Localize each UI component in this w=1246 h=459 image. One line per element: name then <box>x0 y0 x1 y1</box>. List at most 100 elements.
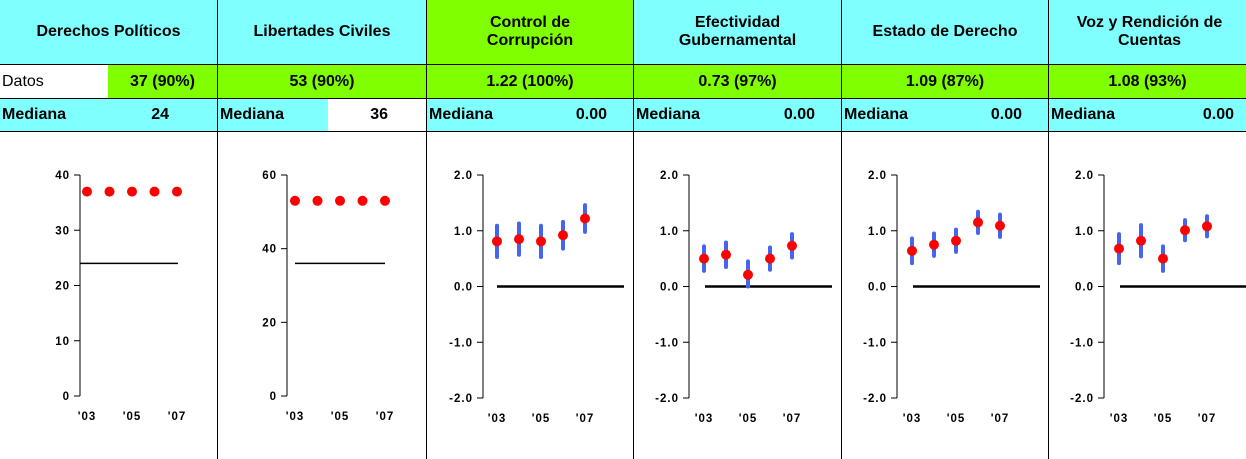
data-value-text: 37 (90%) <box>130 72 195 90</box>
data-point <box>558 230 568 241</box>
y-tick-label: 1.0 <box>1075 226 1094 238</box>
column-divider <box>841 0 842 459</box>
data-point <box>1202 221 1212 232</box>
data-point <box>380 195 390 206</box>
y-tick-label: 10 <box>55 336 70 348</box>
data-label-text: Datos <box>2 72 44 90</box>
x-tick-label: '03 <box>286 411 305 423</box>
panel-title-control-corrupcion: Control de Corrupción <box>427 0 633 64</box>
data-point <box>357 195 368 206</box>
x-tick-label: '07 <box>168 411 187 423</box>
column-divider <box>426 0 427 459</box>
y-tick-label: 20 <box>55 281 70 293</box>
median-row-derechos-politicos: Mediana 24 <box>0 99 217 131</box>
data-point <box>514 234 524 245</box>
data-point <box>907 245 917 256</box>
median-label: Mediana <box>220 106 285 123</box>
data-value-libertades-civiles: 53 (90%) <box>218 65 426 98</box>
panel-title-libertades-civiles: Libertades Civiles <box>218 0 426 64</box>
panel-title-estado-de-derecho: Estado de Derecho <box>842 0 1048 64</box>
x-tick-label: '07 <box>991 413 1010 425</box>
row-divider <box>0 64 1246 65</box>
data-point <box>312 195 323 206</box>
data-value-text: 1.09 (87%) <box>905 72 985 90</box>
data-value-text: 1.08 (93%) <box>1108 72 1187 90</box>
x-tick-label: '03 <box>78 411 97 423</box>
y-tick-label: 20 <box>262 317 277 329</box>
y-tick-label: 2.0 <box>868 170 887 182</box>
median-label: Mediana <box>1051 106 1116 123</box>
data-point <box>290 195 300 206</box>
x-tick-label: '05 <box>947 413 966 425</box>
y-tick-label: 1.0 <box>868 226 887 238</box>
x-tick-label: '07 <box>783 413 802 425</box>
y-tick-label: 2.0 <box>660 170 679 182</box>
data-point <box>721 249 731 260</box>
data-point <box>104 186 115 197</box>
median-row-control-corrupcion: Mediana 0.00 <box>427 99 633 131</box>
chart-derechos-politicos: 0 10 20 30 40 '03 '05 '07 <box>55 170 187 423</box>
data-point <box>127 186 137 197</box>
y-tick-label: 2.0 <box>454 170 473 182</box>
x-tick-label: '03 <box>488 413 507 425</box>
data-value-estado-de-derecho: 1.09 (87%) <box>842 65 1048 98</box>
median-row-voz-rendicion: Mediana 0.00 <box>1049 99 1246 131</box>
data-point <box>743 269 753 280</box>
data-point <box>787 240 797 251</box>
y-tick-label: -1.0 <box>863 337 887 349</box>
x-tick-label: '03 <box>903 413 922 425</box>
y-tick-label: 30 <box>55 225 70 237</box>
y-tick-label: 0.0 <box>868 282 887 294</box>
data-point <box>973 217 983 228</box>
row-divider <box>0 98 1246 99</box>
y-tick-label: -2.0 <box>863 393 887 405</box>
data-value-text: 1.22 (100%) <box>486 72 574 90</box>
y-tick-label: 1.0 <box>454 226 473 238</box>
data-point <box>1114 243 1124 254</box>
data-point <box>536 236 546 247</box>
y-tick-label: 0 <box>270 391 277 403</box>
data-value-derechos-politicos: 37 (90%) <box>108 65 217 98</box>
x-tick-label: '03 <box>1110 413 1129 425</box>
data-value-text: 53 (90%) <box>289 72 355 90</box>
column-divider <box>217 0 218 459</box>
y-tick-label: 0.0 <box>1075 282 1094 294</box>
y-tick-label: 0.0 <box>660 282 679 294</box>
panel-title-text: Voz y Rendición de Cuentas <box>1076 14 1223 49</box>
x-tick-label: '05 <box>123 411 142 423</box>
y-tick-label: 1.0 <box>660 226 679 238</box>
data-point <box>699 253 709 264</box>
data-point <box>765 253 775 264</box>
median-row-efectividad-gubernamental: Mediana 0.00 <box>634 99 841 131</box>
y-tick-label: -2.0 <box>449 393 473 405</box>
y-tick-label: -1.0 <box>655 337 679 349</box>
y-tick-label: -2.0 <box>1070 393 1094 405</box>
panel-title-text: Control de Corrupción <box>486 14 574 49</box>
y-tick-label: 40 <box>55 170 70 182</box>
median-value: 0.00 <box>1202 106 1234 123</box>
panel-title-text: Estado de Derecho <box>872 23 1018 40</box>
x-tick-label: '07 <box>1198 413 1217 425</box>
y-tick-label: 0.0 <box>454 282 473 294</box>
y-tick-label: 40 <box>262 244 277 256</box>
x-tick-label: '05 <box>532 413 551 425</box>
data-point <box>1136 235 1146 246</box>
y-tick-label: 60 <box>262 170 277 182</box>
column-divider <box>1048 0 1049 459</box>
y-tick-label: 0 <box>63 391 70 403</box>
data-point <box>995 220 1005 231</box>
x-tick-label: '05 <box>331 411 350 423</box>
median-label: Mediana <box>429 106 494 123</box>
data-value-control-corrupcion: 1.22 (100%) <box>427 65 633 98</box>
x-tick-label: '07 <box>376 411 395 423</box>
chart-libertades-civiles: 0 20 40 60 '03 '05 '07 <box>262 170 395 423</box>
x-tick-label: '05 <box>1154 413 1173 425</box>
median-value: 24 <box>151 106 169 123</box>
chart-estado-de-derecho: -2.0 -1.0 0.0 1.0 2.0 '03 '05 '07 <box>863 170 1040 425</box>
chart-control-corrupcion: -2.0 -1.0 0.0 1.0 2.0 '03 '05 '07 <box>449 170 624 425</box>
panel-title-efectividad-gubernamental: Efectividad Gubernamental <box>634 0 841 64</box>
y-tick-label: -2.0 <box>655 393 679 405</box>
median-label: Mediana <box>636 106 701 123</box>
data-label: Datos <box>0 65 108 98</box>
median-value: 36 <box>370 106 388 123</box>
